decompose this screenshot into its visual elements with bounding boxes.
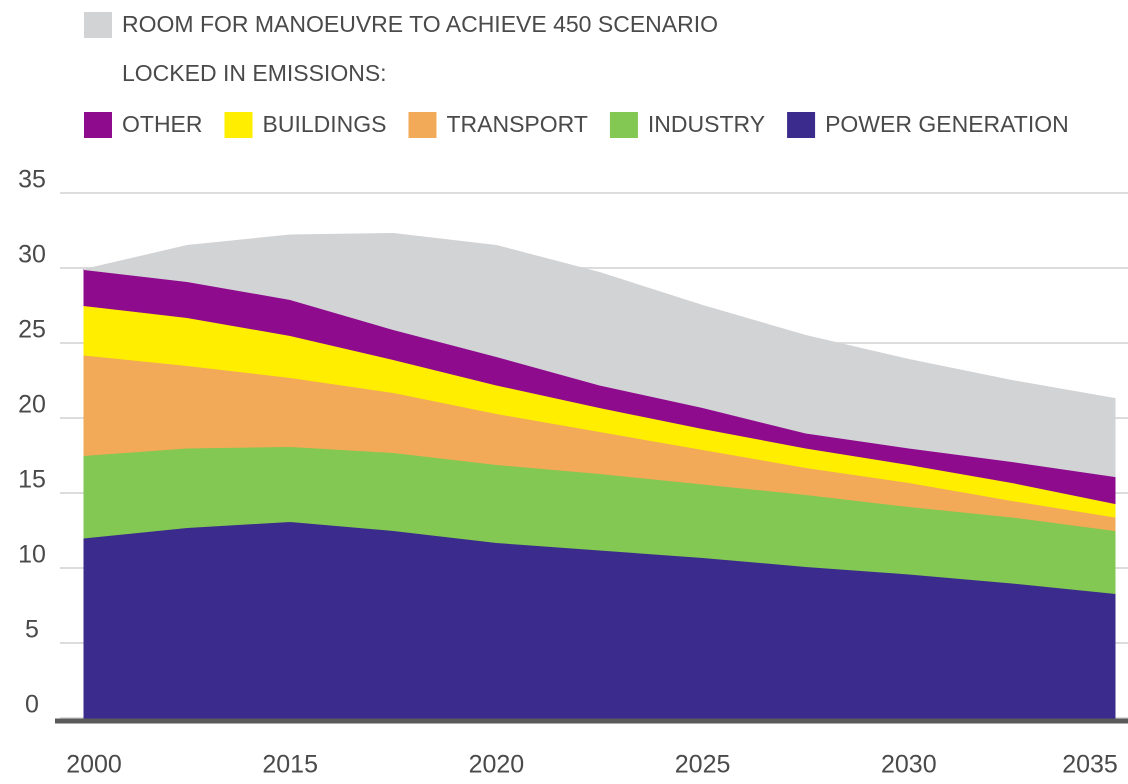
x-tick-label: 2015 bbox=[262, 751, 318, 779]
y-tick-label: 20 bbox=[18, 391, 46, 419]
legend-swatch bbox=[609, 112, 638, 138]
legend-swatch bbox=[787, 112, 816, 138]
y-tick-label: 10 bbox=[18, 541, 46, 569]
x-tick-label: 2020 bbox=[469, 751, 525, 779]
x-tick-label: 2030 bbox=[881, 751, 937, 779]
legend-label: INDUSTRY bbox=[648, 111, 765, 137]
x-tick-label: 2025 bbox=[675, 751, 731, 779]
y-tick-label: 15 bbox=[18, 466, 46, 494]
x-tick-label: 2035 bbox=[1062, 751, 1118, 779]
y-tick-label: 5 bbox=[25, 616, 39, 644]
y-tick-label: 30 bbox=[18, 241, 46, 269]
legend-label: BUILDINGS bbox=[263, 111, 387, 137]
legend-swatch bbox=[84, 112, 112, 138]
y-tick-label: 35 bbox=[18, 166, 46, 194]
legend-label: OTHER bbox=[122, 111, 203, 137]
y-tick-label: 0 bbox=[25, 691, 39, 719]
area bbox=[83, 232, 1116, 478]
y-tick-label: 25 bbox=[18, 316, 46, 344]
x-tick-label: 2000 bbox=[66, 751, 122, 779]
legend-swatch bbox=[224, 112, 253, 138]
legend-swatch bbox=[84, 12, 112, 38]
legend-label: TRANSPORT bbox=[446, 111, 587, 137]
legend-title: LOCKED IN EMISSIONS: bbox=[122, 60, 387, 86]
legend-label: POWER GENERATION bbox=[825, 111, 1069, 137]
legend-swatch bbox=[408, 112, 437, 138]
legend-label: ROOM FOR MANOEUVRE TO ACHIEVE 450 SCENAR… bbox=[122, 11, 718, 37]
